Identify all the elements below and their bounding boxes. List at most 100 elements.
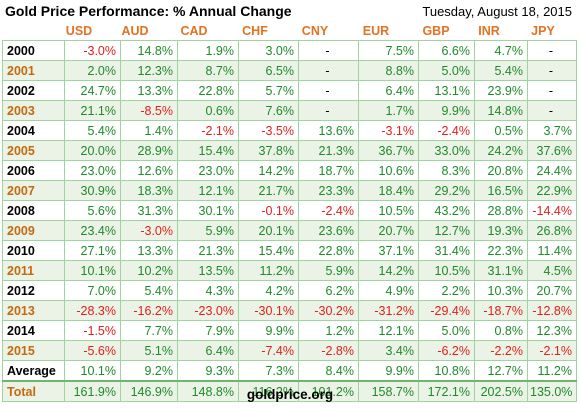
row-label: 2004 bbox=[2, 120, 65, 141]
table-row: Total 161.9% 146.9% 148.8% 116.2% 101.2% 158.7… bbox=[2, 380, 577, 402]
table-cell: 22.3% bbox=[474, 240, 528, 261]
table-row: 2013 -28.3% -16.2% -23.0% -30.1% -30.2% -31.2%… bbox=[2, 300, 577, 321]
widget-title: Gold Price Performance: % Annual Change bbox=[5, 3, 292, 19]
table-cell: 5.9% bbox=[177, 220, 239, 241]
table-cell: 18.7% bbox=[298, 160, 359, 181]
table-cell: 3.7% bbox=[527, 120, 577, 141]
table-cell: 13.3% bbox=[120, 240, 178, 261]
table-cell: 5.0% bbox=[418, 320, 475, 341]
table-cell: 5.1% bbox=[120, 340, 178, 361]
table-cell: 37.6% bbox=[527, 140, 577, 161]
table-cell: 10.6% bbox=[358, 160, 419, 181]
table-cell: 30.9% bbox=[64, 180, 121, 201]
row-label: 2007 bbox=[2, 180, 65, 201]
column-header-gbp: GBP bbox=[422, 24, 450, 38]
table-cell: 24.2% bbox=[474, 140, 528, 161]
column-header-inr: INR bbox=[478, 24, 500, 38]
annual-change-table: 2000 -3.0% 14.8% 1.9% 3.0% -7.5% 6.6% 4.7% -2001… bbox=[2, 40, 577, 402]
table-row: 2007 30.9% 18.3% 12.1% 21.7% 23.3% 18.4% 29.2% 1… bbox=[2, 180, 577, 201]
table-cell: 13.6% bbox=[298, 120, 359, 141]
table-cell: 6.2% bbox=[298, 280, 359, 301]
column-header-aud: AUD bbox=[121, 24, 149, 38]
table-row: 2011 10.1% 10.2% 13.5% 11.2% 5.9% 14.2% 10.5% 31… bbox=[2, 260, 577, 281]
table-cell: 7.0% bbox=[64, 280, 121, 301]
table-cell: - bbox=[527, 100, 577, 121]
table-cell: 24.4% bbox=[527, 160, 577, 181]
table-cell: 15.4% bbox=[238, 240, 299, 261]
column-header-cad: CAD bbox=[180, 24, 208, 38]
table-cell: 9.9% bbox=[418, 100, 475, 121]
table-cell: 31.4% bbox=[418, 240, 475, 261]
table-cell: - bbox=[298, 80, 359, 101]
table-cell: 6.4% bbox=[177, 340, 239, 361]
table-cell: 2.0% bbox=[64, 60, 121, 81]
source-footer: goldprice.org bbox=[246, 387, 334, 402]
table-cell: 9.2% bbox=[120, 360, 178, 382]
table-cell: -31.2% bbox=[358, 300, 419, 321]
table-cell: -2.4% bbox=[418, 120, 475, 141]
table-cell: 146.9% bbox=[120, 380, 178, 402]
table-cell: 22.8% bbox=[298, 240, 359, 261]
table-cell: 37.1% bbox=[358, 240, 419, 261]
table-cell: 23.0% bbox=[64, 160, 121, 181]
table-cell: 14.2% bbox=[358, 260, 419, 281]
table-cell: 23.9% bbox=[474, 80, 528, 101]
table-cell: 5.9% bbox=[298, 260, 359, 281]
table-cell: 135.0% bbox=[527, 380, 577, 402]
table-cell: - bbox=[298, 60, 359, 81]
row-label: 2010 bbox=[2, 240, 65, 261]
table-cell: 10.3% bbox=[474, 280, 528, 301]
table-cell: -5.6% bbox=[64, 340, 121, 361]
table-cell: -2.4% bbox=[298, 200, 359, 221]
table-cell: -3.0% bbox=[64, 40, 121, 61]
table-cell: 8.7% bbox=[177, 60, 239, 81]
row-label: 2003 bbox=[2, 100, 65, 121]
table-row: 2002 24.7% 13.3% 22.8% 5.7% -6.4% 13.1% 23.9% - bbox=[2, 80, 577, 101]
table-cell: 7.9% bbox=[177, 320, 239, 341]
table-cell: 9.9% bbox=[358, 360, 419, 382]
table-cell: - bbox=[298, 40, 359, 61]
table-cell: 9.9% bbox=[238, 320, 299, 341]
table-cell: 11.2% bbox=[527, 360, 577, 382]
table-cell: -2.1% bbox=[177, 120, 239, 141]
table-cell: 5.4% bbox=[474, 60, 528, 81]
table-cell: 21.3% bbox=[177, 240, 239, 261]
table-row: 2014 -1.5% 7.7% 7.9% 9.9% 1.2% 12.1% 5.0% 0.8% 12… bbox=[2, 320, 577, 341]
table-cell: 116.2% bbox=[238, 380, 299, 402]
table-cell: 21.7% bbox=[238, 180, 299, 201]
table-cell: 148.8% bbox=[177, 380, 239, 402]
table-cell: 20.8% bbox=[474, 160, 528, 181]
table-cell: 14.8% bbox=[120, 40, 178, 61]
table-cell: 18.4% bbox=[358, 180, 419, 201]
column-header-usd: USD bbox=[65, 24, 93, 38]
table-cell: 7.5% bbox=[358, 40, 419, 61]
table-cell: 4.9% bbox=[358, 280, 419, 301]
table-cell: 0.5% bbox=[474, 120, 528, 141]
column-header-cny: CNY bbox=[301, 24, 329, 38]
table-cell: 158.7% bbox=[358, 380, 419, 402]
table-cell: 7.3% bbox=[238, 360, 299, 382]
table-cell: 23.3% bbox=[298, 180, 359, 201]
table-cell: -3.0% bbox=[120, 220, 178, 241]
table-cell: 5.0% bbox=[418, 60, 475, 81]
table-row: 2003 21.1% -8.5% 0.6% 7.6% -1.7% 9.9% 14.8% - bbox=[2, 100, 577, 121]
table-cell: 7.6% bbox=[238, 100, 299, 121]
table-cell: 20.7% bbox=[527, 280, 577, 301]
table-cell: -1.5% bbox=[64, 320, 121, 341]
table-cell: 21.1% bbox=[64, 100, 121, 121]
table-cell: 11.2% bbox=[238, 260, 299, 281]
table-cell: 31.3% bbox=[120, 200, 178, 221]
table-cell: -0.1% bbox=[238, 200, 299, 221]
table-cell: -2.8% bbox=[298, 340, 359, 361]
table-cell: 10.1% bbox=[64, 360, 121, 382]
row-label: Average bbox=[2, 360, 65, 382]
table-cell: 202.5% bbox=[474, 380, 528, 402]
row-label: 2008 bbox=[2, 200, 65, 221]
table-cell: 11.4% bbox=[527, 240, 577, 261]
table-cell: -8.5% bbox=[120, 100, 178, 121]
table-cell: 4.5% bbox=[527, 260, 577, 281]
table-cell: -14.4% bbox=[527, 200, 577, 221]
table-cell: -3.5% bbox=[238, 120, 299, 141]
table-cell: 36.7% bbox=[358, 140, 419, 161]
table-cell: 18.3% bbox=[120, 180, 178, 201]
